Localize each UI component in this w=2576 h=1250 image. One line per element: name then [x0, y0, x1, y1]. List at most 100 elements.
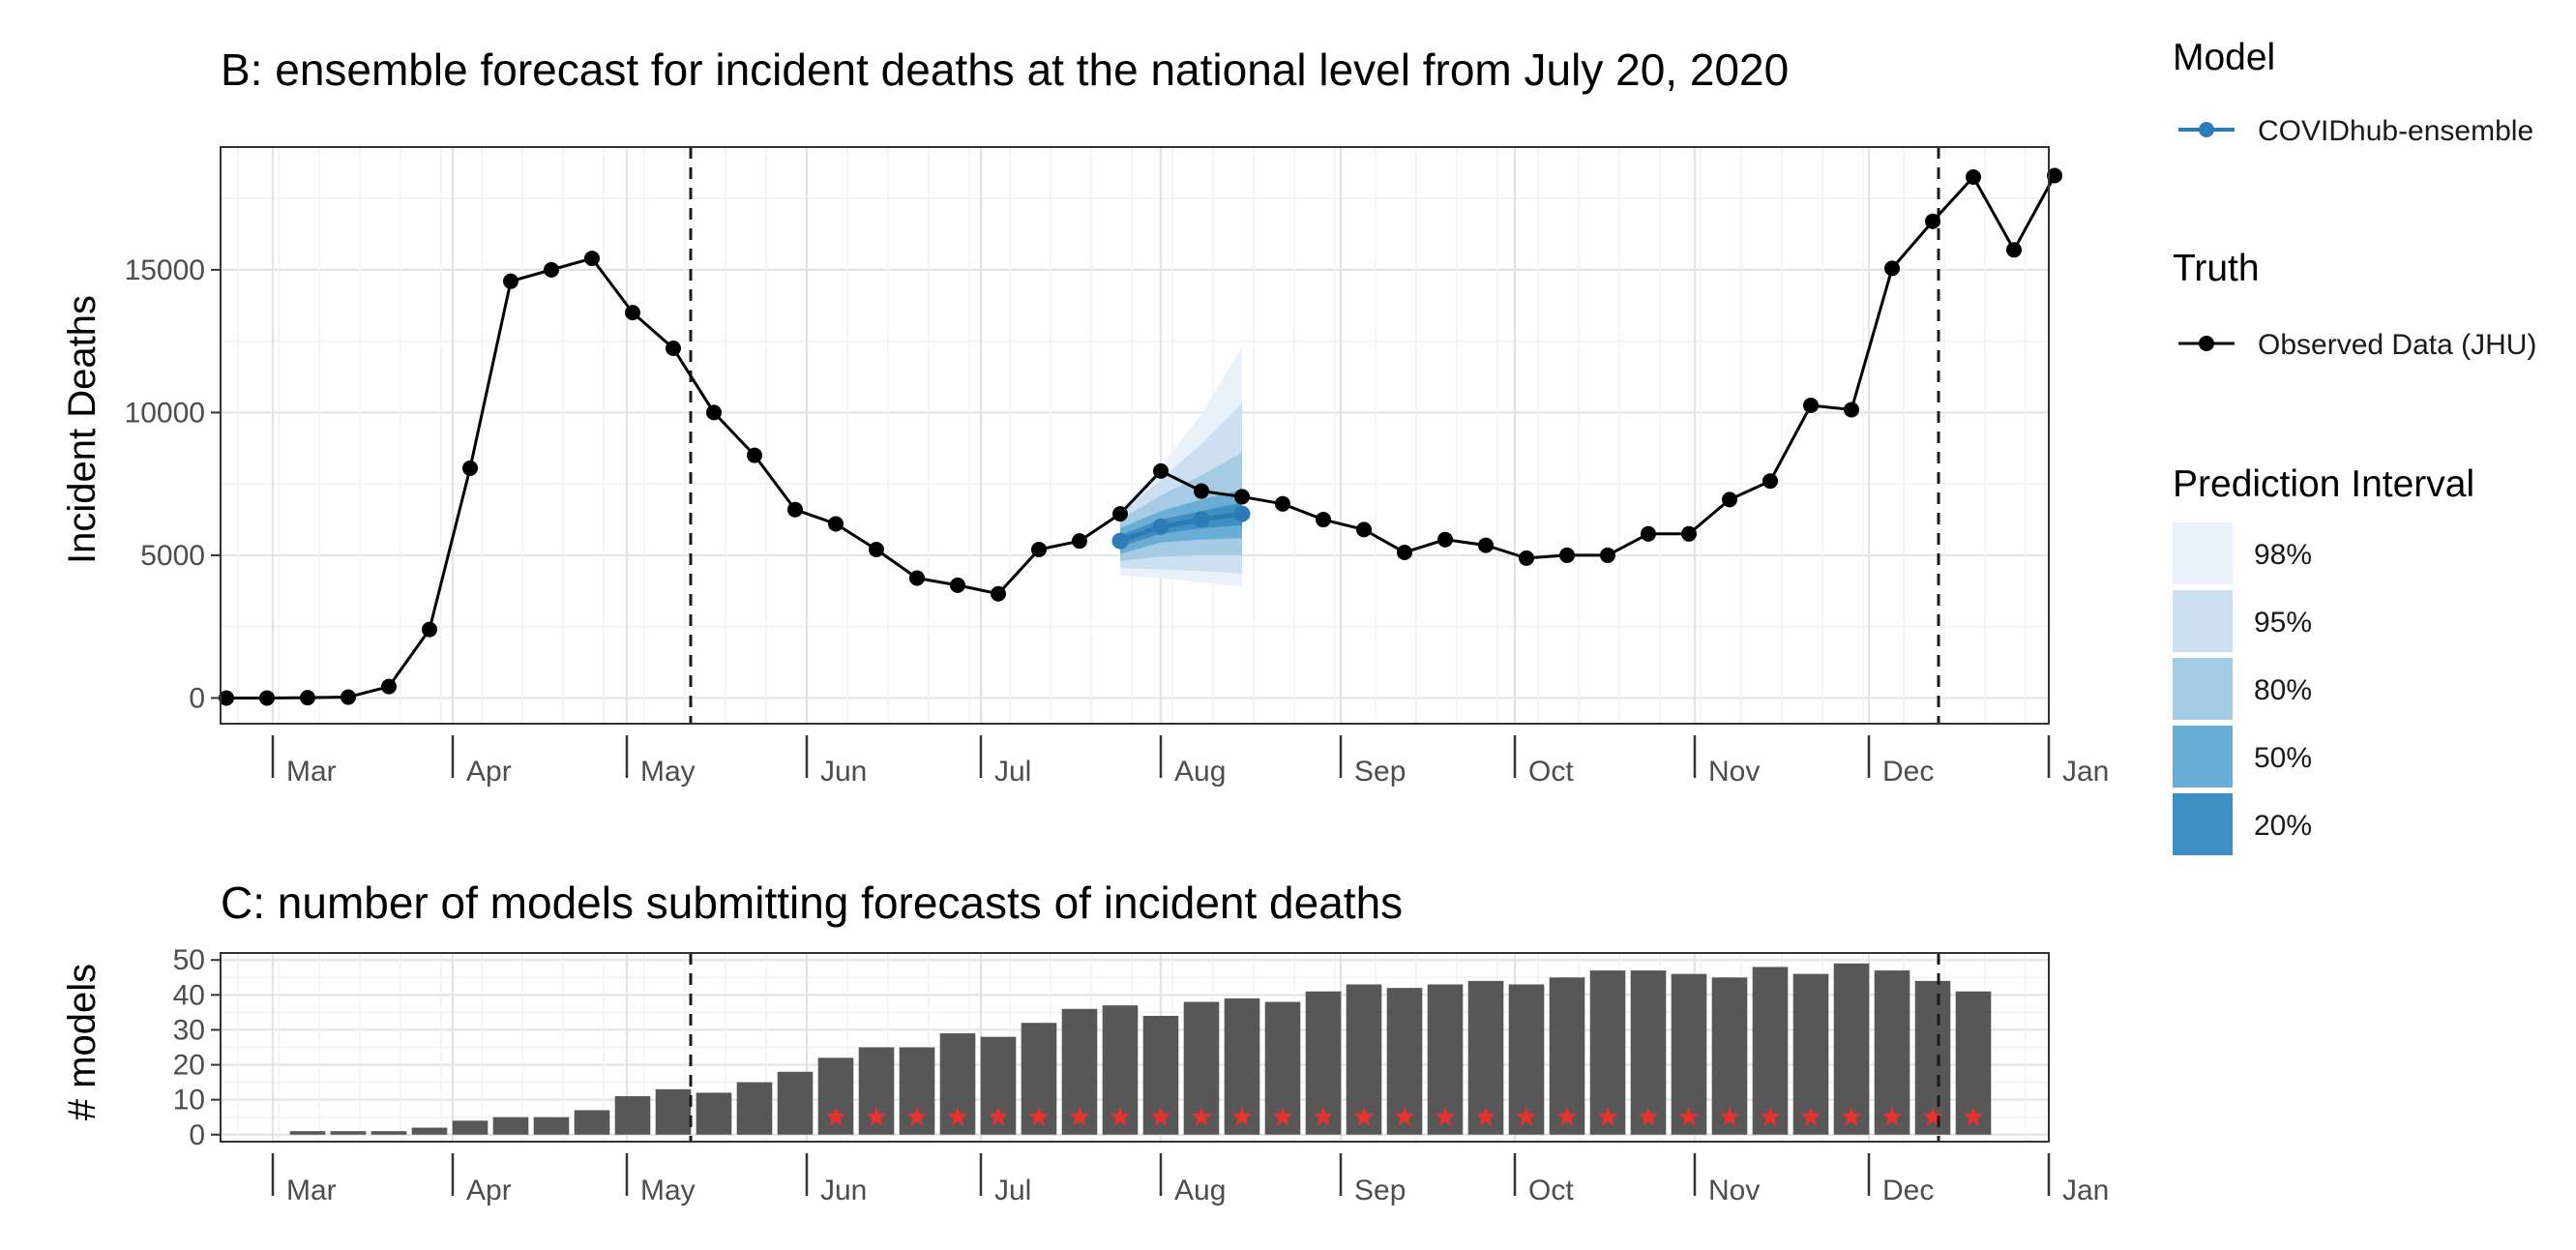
observed-point	[1194, 483, 1209, 499]
observed-point	[828, 516, 844, 532]
observed-point	[1275, 495, 1290, 512]
ensemble-star-marker	[1760, 1106, 1781, 1126]
model-count-bar	[736, 1082, 773, 1135]
legend-pi-label: 80%	[2254, 674, 2312, 706]
observed-point	[341, 689, 356, 705]
x-tick-label: Jul	[994, 1175, 1031, 1206]
legend-pi-label: 20%	[2254, 810, 2312, 842]
panel-b: B: ensemble forecast for incident deaths…	[61, 45, 2109, 788]
legend-pi-swatch	[2173, 590, 2233, 652]
x-tick-label: May	[640, 1175, 696, 1206]
ensemble-star-marker	[1110, 1106, 1131, 1126]
ensemble-star-marker	[1435, 1106, 1456, 1126]
ensemble-star-marker	[866, 1106, 887, 1126]
legend-truth-title: Truth	[2173, 248, 2260, 289]
ensemble-star-marker	[1353, 1106, 1375, 1126]
ensemble-star-marker	[1922, 1106, 1943, 1126]
observed-point	[1519, 550, 1534, 566]
ensemble-star-marker	[1963, 1106, 1984, 1126]
model-count-bar	[289, 1131, 326, 1135]
ensemble-star-marker	[1881, 1106, 1903, 1126]
ensemble-star-marker	[1191, 1106, 1212, 1126]
observed-series	[219, 167, 2062, 706]
y-tick-label: 0	[189, 682, 205, 714]
observed-point	[1600, 547, 1615, 563]
observed-point	[869, 542, 884, 558]
x-tick-label: Sep	[1354, 1175, 1406, 1206]
ensemble-star-marker	[947, 1106, 968, 1126]
observed-point	[1397, 544, 1412, 560]
x-tick-label: Apr	[466, 756, 512, 788]
ensemble-star-marker	[825, 1106, 846, 1126]
ensemble-star-marker	[1150, 1106, 1171, 1126]
plot-border-b	[220, 146, 2050, 725]
legend: Model COVIDhub-ensemble Truth Observed D…	[2173, 37, 2536, 855]
observed-point	[1437, 531, 1453, 548]
observed-point	[1072, 533, 1087, 550]
observed-point	[950, 577, 965, 593]
legend-model-label: COVIDhub-ensemble	[2258, 115, 2533, 147]
observed-point	[625, 305, 640, 321]
observed-point	[462, 460, 478, 476]
observed-point	[1966, 168, 1981, 185]
legend-model-key	[2178, 122, 2235, 137]
y-tick-label: 40	[173, 979, 205, 1011]
x-tick-label: Mar	[286, 1175, 337, 1206]
forecast-point	[1233, 505, 1251, 522]
legend-pi-swatch	[2173, 522, 2233, 584]
x-tick-label: Jul	[994, 756, 1031, 788]
x-tick-label: Aug	[1174, 1175, 1226, 1206]
observed-point	[706, 404, 722, 421]
observed-point	[1112, 506, 1128, 522]
y-tick-label: 5000	[140, 540, 205, 572]
x-tick-label: Sep	[1354, 756, 1406, 788]
ensemble-star-marker	[1597, 1106, 1618, 1126]
ensemble-star-marker	[1069, 1106, 1090, 1126]
y-tick-label: 0	[189, 1119, 205, 1151]
panel-c: C: number of models submitting forecasts…	[61, 878, 2109, 1206]
ensemble-markers	[825, 1106, 1984, 1126]
x-axis-ticks-c: Mar Apr May Jun Jul Aug Sep Oct Nov Dec Jan	[271, 1153, 2109, 1206]
legend-pi-swatch	[2173, 726, 2233, 788]
model-count-bars	[289, 963, 1992, 1135]
legend-model-title: Model	[2173, 37, 2275, 78]
observed-point	[503, 273, 518, 289]
model-count-bar	[655, 1088, 692, 1135]
observed-point	[300, 690, 315, 706]
model-count-bar	[492, 1116, 529, 1135]
observed-line	[226, 174, 2057, 699]
observed-point	[909, 570, 925, 586]
observed-point	[1478, 537, 1494, 553]
observed-point	[1925, 213, 1940, 229]
observed-point	[787, 501, 803, 518]
observed-point	[991, 585, 1006, 602]
legend-pi-label: 50%	[2254, 742, 2312, 774]
reference-lines-b	[689, 147, 1940, 724]
x-tick-label: Oct	[1528, 1175, 1574, 1206]
x-tick-label: Nov	[1708, 756, 1760, 788]
x-tick-label: May	[640, 756, 696, 788]
observed-point	[1153, 462, 1169, 479]
model-count-bar	[533, 1116, 570, 1135]
y-tick-label: 15000	[125, 254, 205, 286]
observed-point	[1762, 473, 1778, 490]
plot-background	[221, 147, 2049, 724]
forecast-point	[1193, 511, 1210, 528]
ensemble-star-marker	[1800, 1106, 1821, 1126]
x-tick-label: Dec	[1882, 756, 1934, 788]
x-tick-label: Jan	[2062, 756, 2109, 788]
y-axis-title-c: # models	[61, 964, 104, 1120]
observed-point	[2047, 167, 2062, 184]
observed-point	[1884, 260, 1900, 277]
legend-pi-label: 95%	[2254, 607, 2312, 639]
observed-point	[1844, 402, 1859, 418]
plot-border-c	[220, 952, 2050, 1143]
y-tick-label: 10000	[125, 397, 205, 429]
legend-pi-title: Prediction Interval	[2173, 463, 2474, 505]
observed-point	[544, 261, 559, 278]
observed-point	[1803, 398, 1819, 414]
y-tick-label: 10	[173, 1085, 205, 1116]
model-count-bar	[1833, 963, 1870, 1135]
ensemble-star-marker	[1841, 1106, 1862, 1126]
y-tick-label: 50	[173, 944, 205, 976]
